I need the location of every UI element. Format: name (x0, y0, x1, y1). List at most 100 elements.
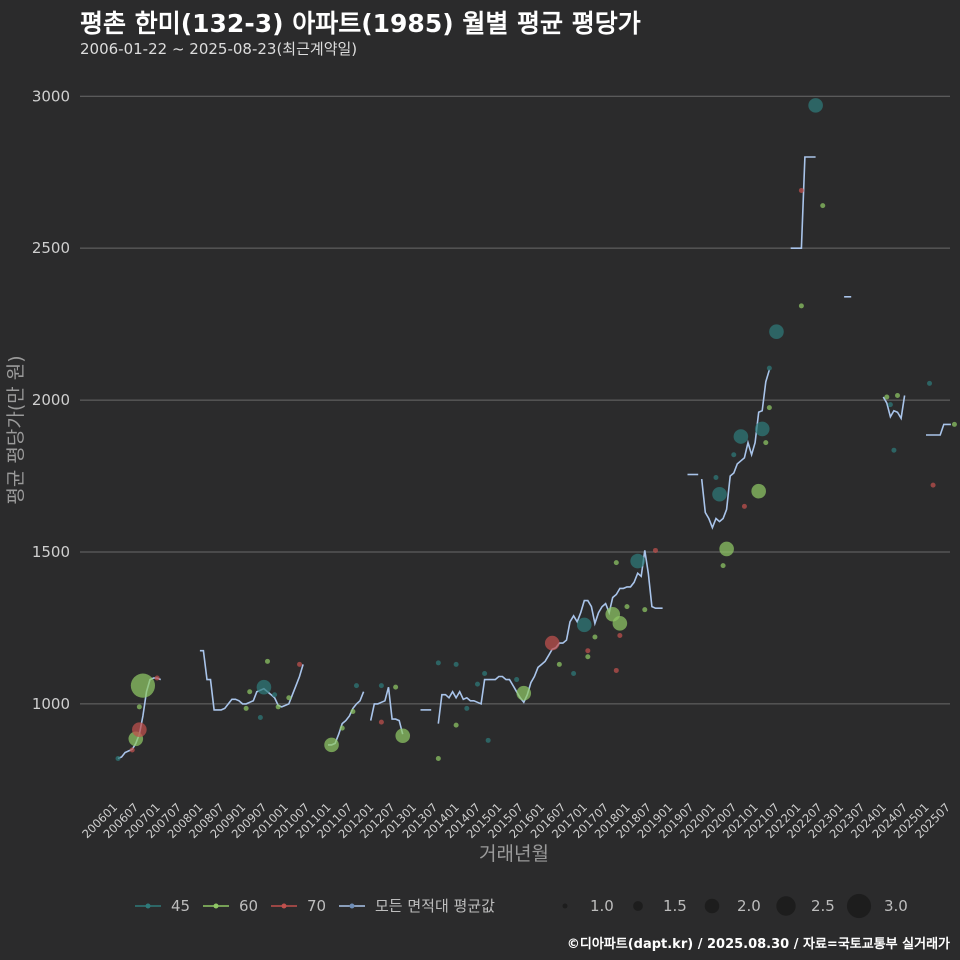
data-point-s45 (485, 737, 491, 743)
average-line-segment (199, 649, 304, 711)
data-point-s60 (516, 685, 532, 701)
data-point-s60 (350, 708, 356, 714)
y-tick-label: 1500 (32, 543, 70, 561)
data-point-s60 (435, 756, 441, 762)
data-point-s45 (272, 692, 278, 698)
data-point-s60 (130, 673, 156, 698)
data-point-s60 (395, 728, 411, 744)
data-point-s60 (642, 607, 648, 613)
y-tick-label: 3000 (32, 87, 70, 105)
average-line-segment (926, 423, 951, 436)
data-point-s70 (741, 503, 747, 509)
data-point-s45 (769, 324, 784, 340)
data-point-s45 (733, 429, 749, 444)
y-tick-label: 1000 (32, 695, 70, 713)
y-axis-ticks: 1000 1500 2000 2500 3000 (32, 87, 70, 713)
data-point-s45 (891, 447, 897, 453)
x-axis-label: 거래년월 (479, 843, 549, 865)
data-point-s70 (798, 187, 804, 193)
data-point-s60 (393, 684, 399, 690)
data-point-s60 (624, 604, 630, 610)
data-point-s60 (612, 616, 628, 631)
data-point-s45 (353, 683, 359, 689)
legend-item-s45: 45 (135, 897, 190, 915)
data-point-s45 (474, 681, 480, 687)
data-point-s45 (808, 98, 823, 113)
legend-size-1.0: 1.0 (562, 897, 614, 915)
data-point-s45 (571, 670, 577, 676)
data-point-s60 (613, 560, 619, 566)
legend-size-2.0: 2.0 (704, 897, 761, 915)
data-point-s45 (115, 756, 121, 762)
data-point-s70 (378, 719, 384, 725)
data-point-s60 (136, 704, 142, 710)
data-point-s45 (453, 661, 459, 667)
data-point-s45 (576, 617, 592, 633)
x-axis-ticks: 2006012006072007012007072008012008072009… (79, 800, 953, 841)
data-point-s60 (556, 661, 562, 667)
y-tick-label: 2500 (32, 239, 70, 257)
data-point-s45 (464, 705, 470, 711)
data-point-s60 (766, 405, 772, 411)
legend-size-2.5: 2.5 (776, 896, 835, 916)
legend-size-label: 3.0 (884, 897, 908, 915)
data-point-s60 (585, 654, 591, 660)
average-line-segment (790, 156, 816, 249)
legend-size-label: 2.0 (737, 897, 761, 915)
average-line-segment (700, 369, 771, 530)
data-point-s70 (132, 722, 147, 737)
data-point-s45 (482, 670, 488, 676)
data-point-s60 (339, 725, 345, 731)
data-point-s45 (378, 683, 384, 689)
data-point-s60 (951, 421, 957, 427)
average-line-segment (437, 550, 663, 724)
legend-size-label: 2.5 (811, 897, 835, 915)
data-point-s60 (275, 704, 281, 710)
data-point-s60 (763, 440, 769, 446)
source-caption: ©디아파트(dapt.kr) / 2025.08.30 / 자료=국토교통부 실… (566, 937, 950, 952)
y-axis-label: 평균 평당가(만 원) (5, 355, 27, 504)
data-point-s70 (617, 633, 623, 639)
data-point-s45 (713, 475, 719, 481)
data-point-s70 (154, 675, 160, 681)
legend-label: 모든 면적대 평균값 (375, 897, 495, 915)
y-gridlines (80, 95, 950, 705)
legend-label: 45 (171, 897, 190, 915)
data-point-s45 (754, 421, 770, 437)
legend-label: 60 (239, 897, 258, 915)
scatter-points (115, 98, 957, 762)
data-point-s60 (720, 563, 726, 569)
data-point-s60 (719, 541, 734, 557)
legend: 45 60 70 모든 면적대 평균값 1.0 1.5 2.0 2.5 3.0 (135, 893, 908, 919)
average-line-segment (328, 691, 365, 746)
legend-item-avg: 모든 면적대 평균값 (339, 897, 495, 915)
data-point-s60 (247, 689, 253, 695)
average-line-segment (369, 686, 404, 735)
data-point-s45 (435, 660, 441, 666)
legend-size-1.5: 1.5 (633, 897, 687, 915)
legend-size-label: 1.0 (590, 897, 614, 915)
legend-label: 70 (307, 897, 326, 915)
data-point-s70 (585, 648, 591, 654)
legend-size-label: 1.5 (663, 897, 687, 915)
data-point-s70 (652, 547, 658, 553)
data-point-s70 (544, 635, 560, 651)
data-point-s60 (894, 393, 900, 399)
data-point-s60 (751, 483, 766, 499)
data-point-s60 (884, 394, 890, 400)
data-point-s45 (712, 486, 727, 502)
data-point-s45 (927, 380, 933, 386)
average-line-series (117, 156, 951, 760)
data-point-s60 (820, 203, 826, 209)
data-point-s45 (514, 677, 520, 683)
data-point-s45 (256, 679, 272, 695)
data-point-s70 (930, 482, 936, 488)
data-point-s45 (257, 715, 263, 721)
data-point-s60 (453, 722, 459, 728)
data-point-s70 (297, 661, 303, 667)
data-point-s60 (592, 634, 598, 640)
data-point-s45 (766, 365, 772, 371)
data-point-s60 (264, 658, 270, 664)
chart-subtitle: 2006-01-22 ~ 2025-08-23(최근계약일) (80, 40, 358, 58)
